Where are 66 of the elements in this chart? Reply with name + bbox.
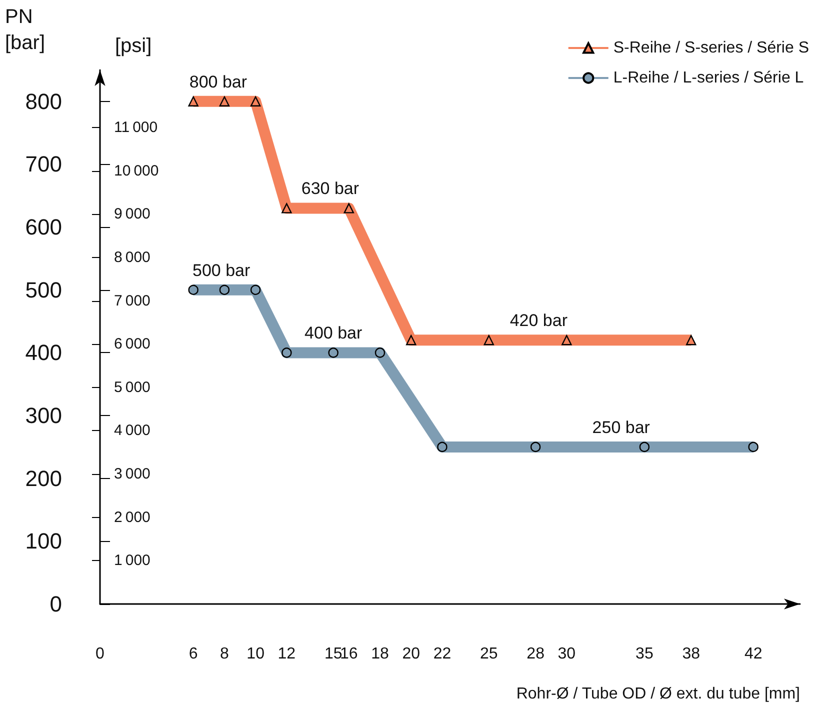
y2-tick-label: 7 000 [114, 292, 150, 310]
point [374, 348, 386, 358]
x-tick-label: 8 [220, 646, 229, 662]
y2-tick-label: 8 000 [114, 248, 150, 266]
x-tick-label: 25 [480, 646, 498, 662]
y-tick-label: 800 [25, 88, 62, 114]
y-tick-label: 500 [25, 277, 62, 302]
point [748, 442, 758, 452]
y2-tick-label: 9 000 [114, 206, 150, 223]
y2-axis-title: [psi] [115, 35, 152, 57]
point [639, 442, 650, 452]
y2-tick-label: 4 000 [114, 422, 150, 440]
x-axis-title: Rohr-Ø / Tube OD / Ø ext. du tube [mm] [516, 686, 800, 702]
point [188, 284, 198, 295]
point [250, 96, 261, 107]
y2-tick-label: 5 000 [114, 378, 150, 396]
point [437, 442, 448, 452]
x-tick-label: 10 [246, 646, 265, 662]
y2-tick-label: 3 000 [114, 466, 150, 483]
annotation: 250 bar [592, 418, 650, 437]
point [406, 335, 416, 346]
point [328, 348, 338, 358]
annotation: 630 bar [301, 179, 360, 198]
y2-tick-label: 6 000 [114, 336, 150, 353]
x-tick-label: 38 [682, 646, 700, 662]
annotation: 500 bar [192, 260, 250, 280]
point [282, 203, 292, 214]
point [282, 348, 292, 358]
point [188, 96, 198, 107]
x-tick-label: 22 [433, 646, 452, 662]
annotation: 800 bar [189, 72, 248, 92]
y2-tick-label: 10 000 [114, 162, 159, 180]
point [344, 203, 354, 214]
x-tick-label: 12 [278, 646, 296, 662]
y-tick-label: 400 [25, 340, 62, 366]
x-tick-label: 30 [558, 646, 576, 662]
point [250, 284, 261, 295]
x-tick-label: 35 [636, 646, 654, 662]
y-tick-label: 200 [25, 466, 62, 491]
point [219, 284, 230, 295]
y-tick-label: 600 [25, 214, 62, 240]
x-tick-label: 15 [324, 646, 342, 662]
annotation: 420 bar [510, 311, 568, 330]
y2-tick-label: 11 000 [114, 119, 158, 136]
point [562, 335, 572, 346]
x-tick-label: 6 [188, 646, 198, 662]
point [686, 335, 696, 346]
x-tick-label: 42 [744, 646, 762, 662]
x-tick-label: 0 [96, 646, 105, 662]
x-tick-label: 16 [340, 646, 358, 662]
annotation: 400 bar [304, 324, 362, 343]
y2-tick-label: 2 000 [114, 508, 150, 526]
legend-label: L-Reihe / L-series / Série L [613, 70, 804, 86]
y-tick-label: 700 [25, 152, 62, 177]
y-tick-label: 0 [50, 592, 62, 616]
y-axis-title: PN [bar] [5, 6, 46, 54]
y-tick-label: 100 [25, 528, 62, 554]
point [484, 335, 494, 346]
point [530, 442, 541, 452]
point [219, 96, 230, 107]
y2-tick-label: 1 000 [114, 552, 150, 570]
x-tick-label: 18 [371, 646, 389, 662]
legend-label: S-Reihe / S-series / Série S [613, 40, 809, 56]
x-tick-label: 20 [402, 646, 420, 662]
x-tick-label: 28 [526, 646, 545, 662]
y-tick-label: 300 [25, 403, 62, 428]
